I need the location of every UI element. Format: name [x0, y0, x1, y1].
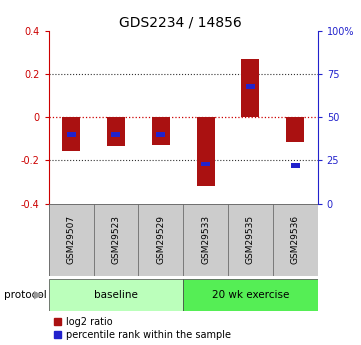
Bar: [242, 59, 260, 117]
Text: GSM29529: GSM29529: [156, 215, 165, 264]
Legend: log2 ratio, percentile rank within the sample: log2 ratio, percentile rank within the s…: [53, 317, 231, 340]
Text: protocol: protocol: [4, 290, 46, 300]
Bar: [62, 117, 80, 151]
Bar: [107, 117, 125, 146]
Bar: [291, 163, 300, 168]
Bar: [286, 117, 304, 142]
Bar: [49, 279, 183, 311]
Text: GSM29535: GSM29535: [246, 215, 255, 264]
Bar: [183, 279, 318, 311]
Text: 20 wk exercise: 20 wk exercise: [212, 290, 289, 300]
Bar: [197, 117, 214, 186]
Text: GSM29523: GSM29523: [112, 215, 121, 264]
Bar: [156, 132, 165, 137]
Bar: [152, 117, 170, 145]
Bar: [246, 84, 255, 89]
Text: GSM29507: GSM29507: [67, 215, 76, 264]
Text: ▶: ▶: [34, 290, 42, 300]
Text: GSM29533: GSM29533: [201, 215, 210, 264]
Bar: [67, 132, 76, 137]
Bar: [228, 204, 273, 276]
Bar: [112, 132, 121, 137]
Bar: [183, 204, 228, 276]
Text: GSM29536: GSM29536: [291, 215, 300, 264]
Bar: [273, 204, 318, 276]
Bar: [201, 161, 210, 166]
Text: GDS2234 / 14856: GDS2234 / 14856: [119, 16, 242, 29]
Bar: [138, 204, 183, 276]
Bar: [49, 204, 93, 276]
Text: baseline: baseline: [94, 290, 138, 300]
Bar: [93, 204, 138, 276]
